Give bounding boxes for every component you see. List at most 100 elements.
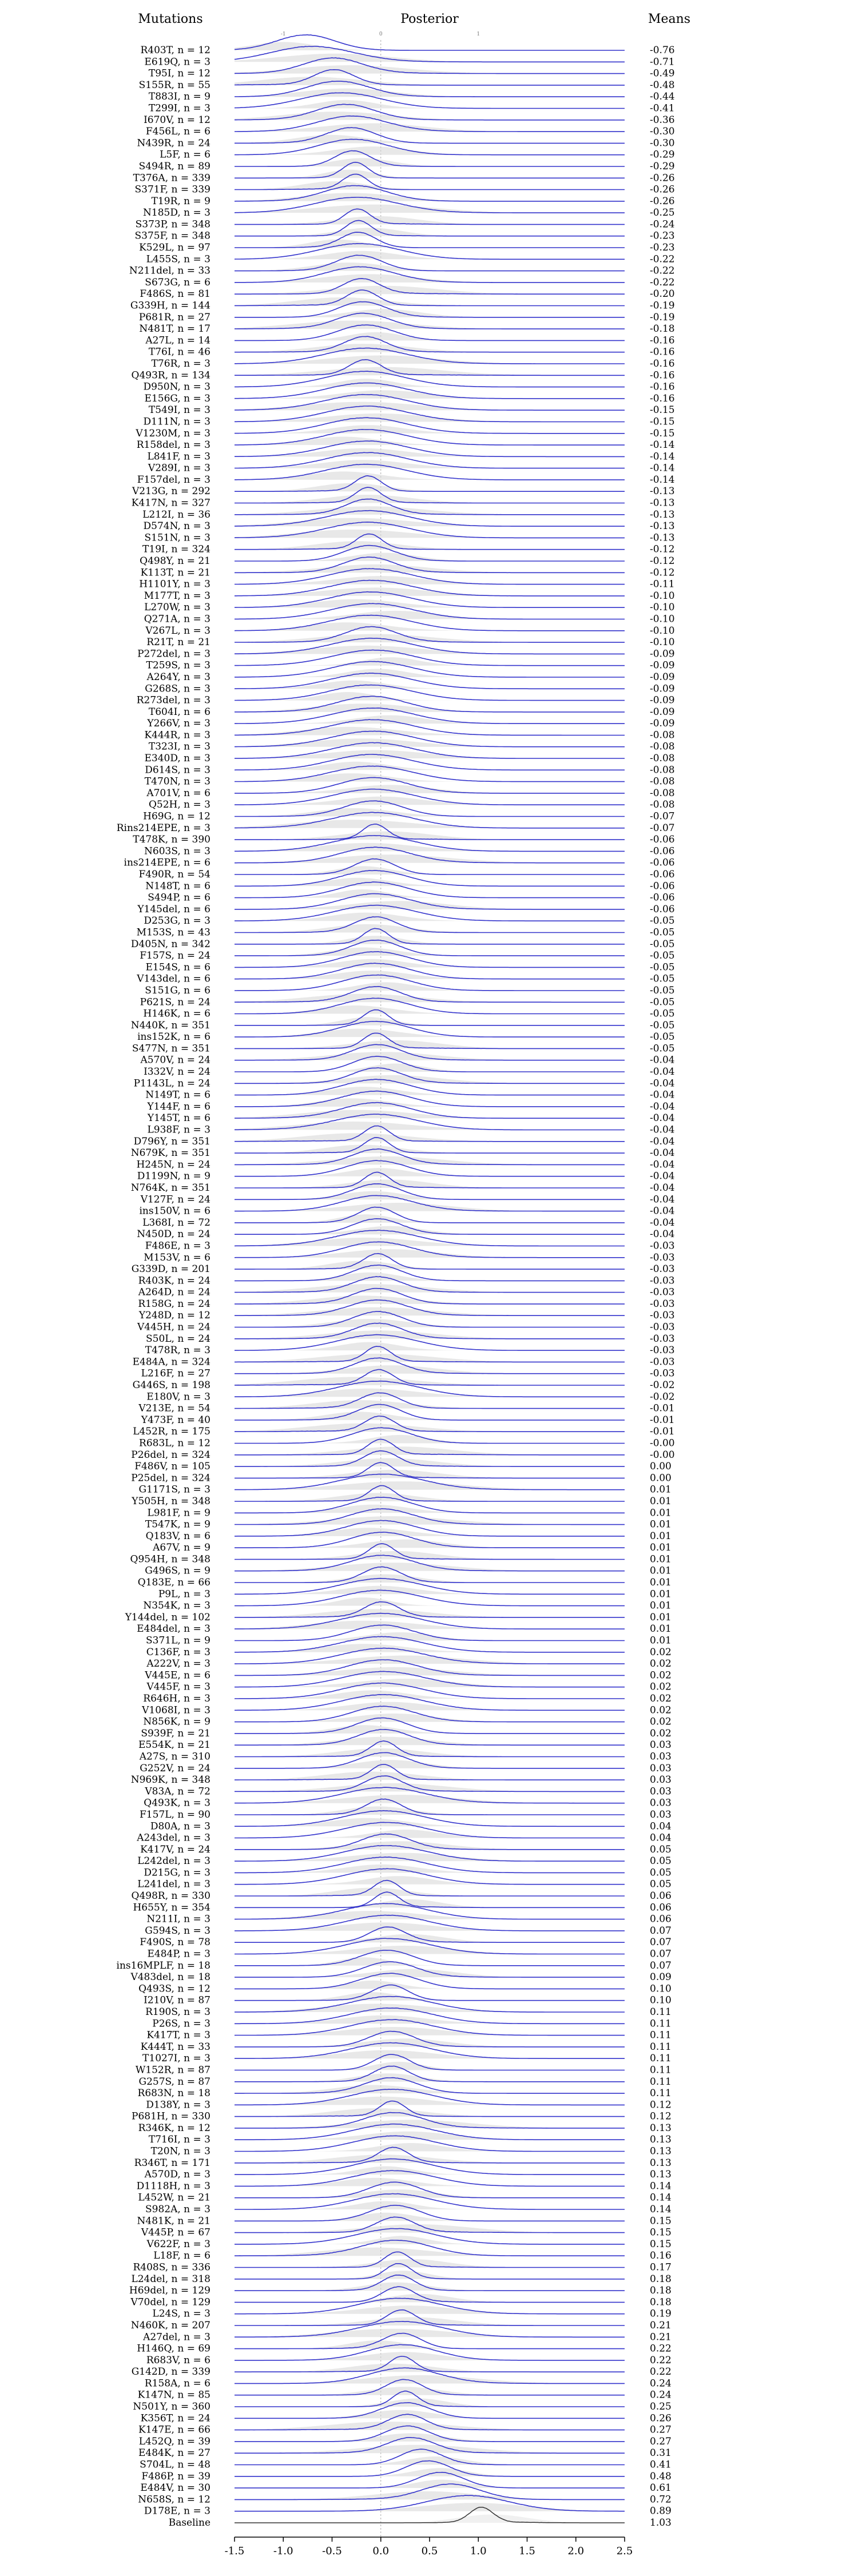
ridge-3: [235, 69, 625, 86]
mean-value: 0.22: [650, 2355, 672, 2366]
mean-value: 0.18: [650, 2296, 672, 2308]
mutation-label: D614S, n = 3: [145, 764, 210, 776]
ridge-density: [235, 893, 625, 910]
mean-value: -0.04: [650, 1090, 675, 1101]
mean-value: -0.23: [650, 230, 675, 242]
ridge-spread: [235, 1261, 625, 1270]
mutation-label: R646H, n = 3: [143, 1693, 210, 1704]
mean-value: -0.06: [650, 892, 675, 904]
ridge-spread: [235, 2224, 625, 2233]
ridge-density: [235, 406, 625, 423]
mean-value: 0.19: [650, 2308, 672, 2320]
ridge-147: [235, 1740, 625, 1758]
mutation-label: A701V, n = 6: [146, 788, 210, 799]
top-tick-labels: -1 0 1: [281, 31, 480, 37]
ridge-spread: [235, 2236, 625, 2244]
mean-value: -0.16: [650, 369, 675, 381]
ridge-density: [235, 928, 625, 945]
ridge-spread: [235, 2503, 625, 2511]
mutation-label: L5F, n = 6: [160, 149, 210, 161]
mutation-label: S704L, n = 48: [140, 2459, 210, 2471]
mean-value: -0.04: [650, 1055, 675, 1066]
mutation-label: F157S, n = 24: [140, 950, 210, 961]
ridge-spread: [235, 367, 625, 376]
mean-value: 0.11: [650, 2088, 672, 2099]
ridge-density: [235, 2506, 625, 2523]
ridge-spread: [235, 1783, 625, 1792]
ridge-density: [235, 1148, 625, 1166]
ridge-density: [235, 858, 625, 875]
mutation-label: V445H, n = 24: [137, 1322, 210, 1333]
mean-value: 0.01: [650, 1531, 672, 1542]
ridge-spread: [235, 1469, 625, 1478]
ridge-density: [235, 2240, 625, 2257]
mutation-label: Y145del, n = 6: [137, 904, 210, 915]
ridge-spread: [235, 169, 625, 178]
ridge-148: [235, 1752, 625, 1769]
mutation-label: R403T, n = 12: [140, 45, 210, 56]
mutation-label: T1027I, n = 3: [142, 2053, 210, 2064]
ridge-density: [235, 800, 625, 817]
mutation-label: T19I, n = 324: [142, 544, 210, 555]
mutation-label: D80A, n = 3: [150, 1820, 210, 1832]
ridge-density: [235, 1717, 625, 1734]
mean-value: 0.01: [650, 1542, 672, 1553]
mean-value: 0.14: [650, 2204, 672, 2215]
ridge-210: [235, 2471, 625, 2488]
ridge-spread: [235, 1087, 625, 1095]
ridge-spread: [235, 2363, 625, 2372]
mean-value: 0.41: [650, 2459, 672, 2471]
mutation-label: L24S, n = 3: [152, 2308, 210, 2320]
ridge-density: [235, 1822, 625, 1839]
ridge-138: [235, 1636, 625, 1653]
ridge-spread: [235, 2340, 625, 2349]
ridge-density: [235, 603, 625, 620]
ridge-167: [235, 1973, 625, 1990]
mean-value: -0.04: [650, 1217, 675, 1229]
mutation-label: F486S, n = 81: [140, 288, 210, 300]
ridge-114: [235, 1357, 625, 1374]
ridge-126: [235, 1496, 625, 1514]
ridge-density: [235, 2205, 625, 2222]
ridge-spread: [235, 796, 625, 805]
ridge-spread: [235, 1934, 625, 1943]
x-tick-label: -0.5: [322, 2545, 342, 2557]
ridge-spread: [235, 1493, 625, 1501]
ridge-37: [235, 463, 625, 480]
mean-value: 0.07: [650, 1925, 672, 1937]
ridge-spread: [235, 669, 625, 677]
mean-value: 0.05: [650, 1867, 672, 1878]
ridge-122: [235, 1450, 625, 1467]
mutation-label: N764K, n = 351: [131, 1182, 210, 1194]
ridge-spread: [235, 610, 625, 619]
ridge-density: [234, 754, 625, 771]
ridge-spread: [235, 1295, 625, 1304]
ridge-density: [235, 208, 625, 225]
ridge-98: [235, 1171, 625, 1188]
ridge-94: [235, 1125, 625, 1142]
mutation-label: K147N, n = 85: [138, 2390, 210, 2401]
mean-value: 0.13: [650, 2122, 672, 2134]
ridge-spread: [235, 53, 625, 62]
ridge-20: [234, 266, 625, 283]
ridge-92: [235, 1102, 625, 1119]
ridge-density: [235, 1728, 625, 1746]
mean-value: 0.13: [650, 2134, 672, 2145]
mutation-label: Q52H, n = 3: [149, 799, 210, 810]
ridge-spread: [235, 1725, 625, 1734]
ridge-density: [235, 2158, 625, 2175]
ridge-124: [235, 1473, 625, 1490]
ridge-spread: [235, 1748, 625, 1757]
mutation-label: D1199N, n = 9: [137, 1171, 210, 1182]
mean-value: -0.05: [650, 996, 675, 1008]
ridge-73: [235, 881, 625, 899]
mean-value: -0.04: [650, 1182, 675, 1194]
mean-value: -0.06: [650, 857, 675, 869]
ridge-density: [235, 974, 625, 991]
mutation-label: H245N, n = 24: [136, 1159, 210, 1170]
ridge-density: [235, 1844, 625, 1862]
ridge-density: [235, 2414, 625, 2431]
mean-value: 0.48: [650, 2471, 672, 2482]
ridge-density: [235, 278, 625, 295]
ridge-spread: [235, 854, 625, 863]
